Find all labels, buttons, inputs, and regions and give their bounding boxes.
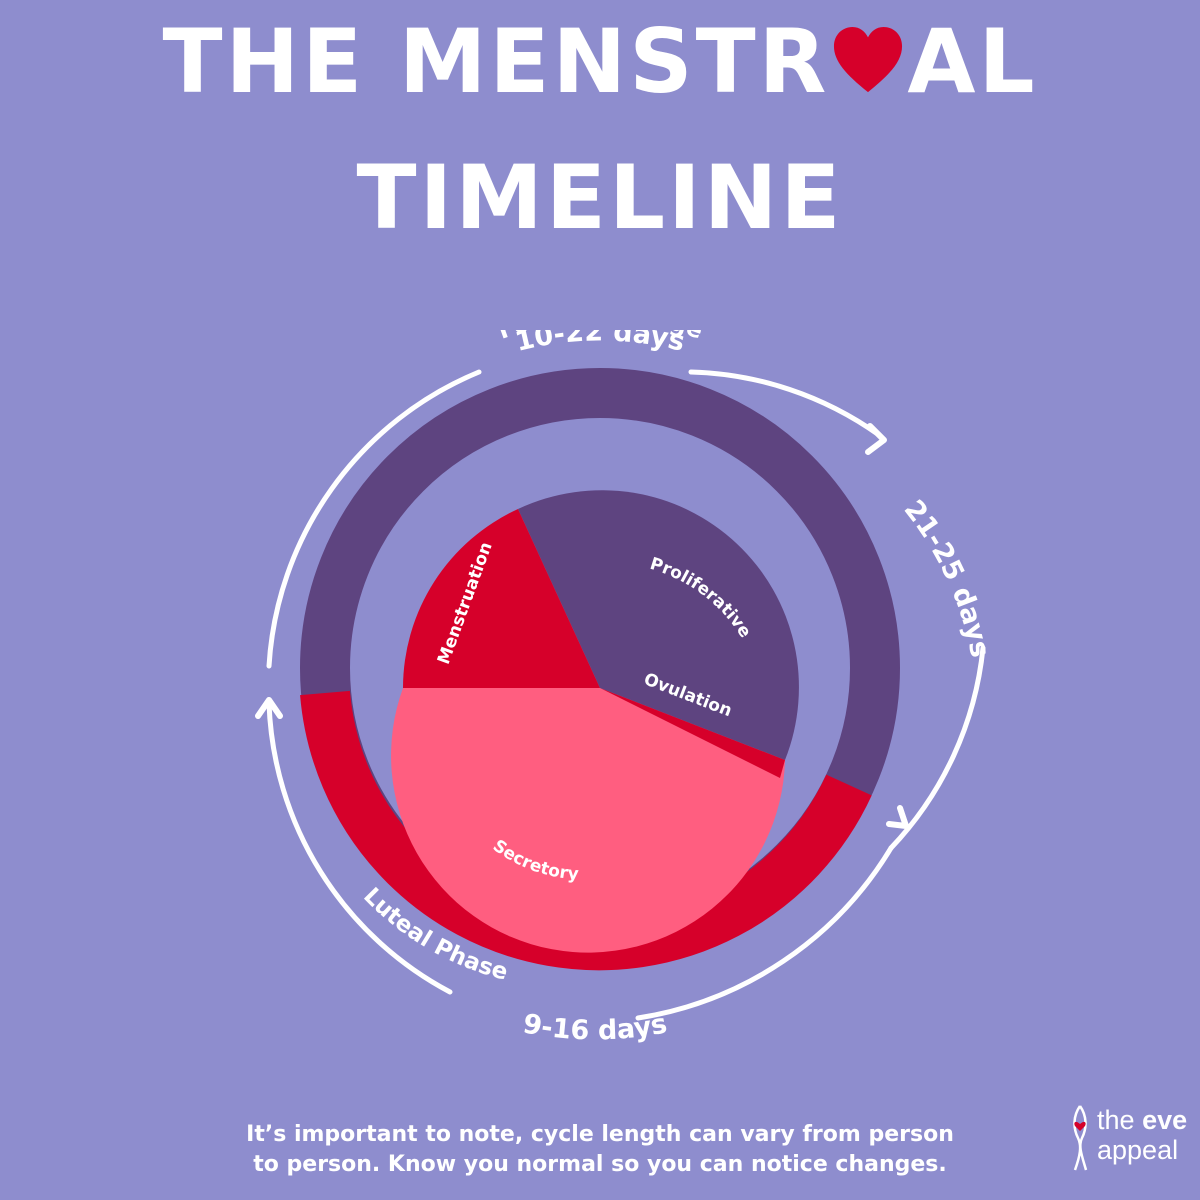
ring-arc-top-right <box>688 369 882 438</box>
ring-arc-right <box>888 645 986 851</box>
logo-wordmark-top: the eve <box>1097 1106 1187 1134</box>
title-line-1: THE MENSTR AL <box>0 12 1200 112</box>
secretory-slice <box>391 688 785 953</box>
proliferative-slice <box>518 490 799 760</box>
footnote: It’s important to note, cycle length can… <box>180 1120 1020 1180</box>
outer-cycle-ring <box>266 369 986 1021</box>
footnote-line-1: It’s important to note, cycle length can… <box>246 1122 954 1147</box>
cycle-diagram: Follicular Stage Luteal Phase 10-22 days… <box>255 330 996 1046</box>
ring-arc-top-left <box>266 369 482 669</box>
ring-arc-bottom <box>635 845 894 1021</box>
ovulation-slice <box>600 688 785 778</box>
eve-appeal-logo: the eve appeal <box>1067 1096 1192 1176</box>
arrow-icon <box>886 805 909 829</box>
arrow-icon <box>865 423 887 455</box>
footnote-line-2: to person. Know you normal so you can no… <box>253 1152 947 1177</box>
eve-appeal-logo-icon <box>1073 1105 1088 1171</box>
logo-word-eve: eve <box>1142 1105 1188 1135</box>
logo-word-appeal: appeal <box>1097 1135 1179 1165</box>
logo-word-the: the <box>1097 1105 1135 1135</box>
duration-right-label: 21-25 days <box>898 494 996 660</box>
duration-bottom-label: 9-16 days <box>520 1008 669 1046</box>
duration-top-label: 10-22 days <box>512 330 688 358</box>
title-line-2: TIMELINE <box>356 146 844 249</box>
title-text-start: THE MENSTR <box>162 10 830 113</box>
title-text-end: AL <box>907 10 1038 113</box>
heart-icon <box>834 26 903 93</box>
menstruation-slice <box>403 509 600 688</box>
arrow-icon <box>255 697 283 719</box>
ring-arc-left <box>266 700 453 995</box>
